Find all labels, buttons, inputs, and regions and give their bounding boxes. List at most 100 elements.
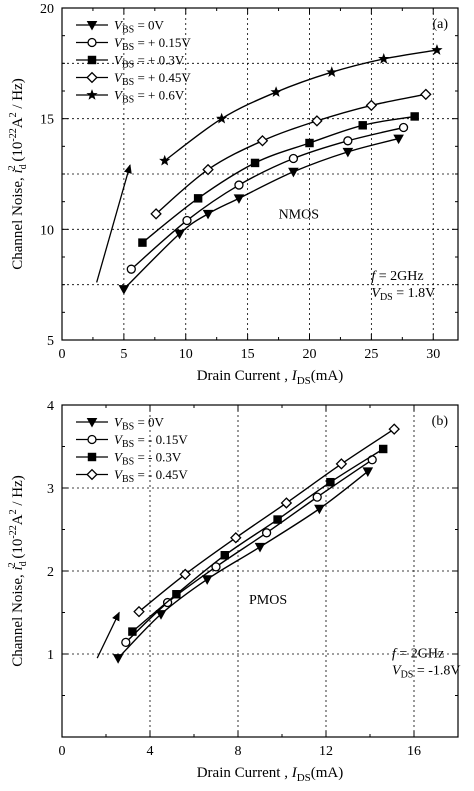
x-tick-label: 20: [303, 347, 317, 362]
marker-diamond: [311, 115, 323, 127]
x-tick-label: 12: [319, 744, 333, 759]
text-span: V: [392, 663, 402, 678]
text-span: V: [114, 88, 124, 103]
marker-square: [138, 238, 147, 247]
marker-triangle: [86, 417, 98, 428]
vds-label: VDS = -1.8V: [392, 663, 461, 680]
marker-star: [326, 66, 338, 77]
text-span: DS: [297, 375, 311, 387]
series-2: [128, 444, 388, 636]
marker-triangle: [393, 134, 404, 145]
marker-square: [305, 138, 314, 148]
marker-triangle: [342, 147, 354, 158]
marker-diamond: [335, 458, 348, 470]
text-span: = + 0.45V: [134, 70, 191, 85]
text-span: / Hz): [10, 475, 26, 509]
marker-square: [378, 444, 388, 454]
panel-label: (b): [432, 414, 449, 429]
marker-diamond: [86, 71, 98, 84]
text-span: d: [18, 164, 29, 169]
y-tick-label: 5: [47, 334, 54, 349]
y-tick-label: 10: [40, 223, 54, 238]
marker-diamond: [365, 99, 378, 112]
marker-square: [326, 477, 335, 487]
marker-diamond: [256, 135, 269, 147]
marker-circle: [87, 37, 97, 48]
marker-circle: [87, 434, 97, 445]
text-span: i: [10, 169, 26, 173]
series-3: [133, 423, 400, 618]
x-axis-label: Drain Current , IDS(mA): [197, 765, 344, 784]
legend-entry-label: VBS = + 0.6V: [114, 88, 185, 106]
marker-star: [159, 154, 171, 166]
text-span: V: [114, 35, 124, 50]
text-span: V: [114, 467, 124, 482]
marker-diamond: [420, 88, 432, 101]
marker-square: [193, 194, 203, 203]
marker-triangle: [112, 654, 124, 664]
marker-square: [87, 55, 97, 65]
legend-entry-label: VBS = - 0.45V: [114, 467, 188, 485]
text-span: = -1.8V: [413, 663, 460, 678]
series-2: [138, 112, 419, 247]
text-span: (10: [10, 539, 26, 563]
text-span: = 2GHz: [375, 269, 423, 284]
marker-diamond: [179, 568, 191, 581]
y-tick-label: 15: [40, 113, 54, 128]
marker-triangle: [288, 167, 299, 178]
legend-entry-label: VBS = 0V: [114, 18, 165, 36]
x-tick-label: 0: [59, 347, 66, 362]
text-span: = - 0.45V: [134, 467, 188, 482]
marker-diamond: [280, 497, 293, 509]
legend-entry-label: VBS = 0V: [114, 415, 165, 433]
legend-entry-label: VBS = + 0.3V: [114, 53, 185, 71]
marker-triangle: [174, 229, 185, 240]
marker-star: [378, 53, 390, 64]
y-tick-label: 3: [47, 482, 54, 497]
marker-square: [172, 590, 181, 599]
text-span: Drain Current ,: [197, 765, 292, 781]
text-span: = + 0.3V: [134, 53, 185, 68]
text-span: BS: [122, 422, 134, 433]
text-span: I: [291, 765, 298, 781]
text-span: I: [291, 368, 298, 384]
marker-circle: [182, 215, 192, 226]
marker-square: [358, 121, 367, 130]
text-span: BS: [122, 95, 134, 106]
text-span: Channel Noise,: [10, 571, 26, 667]
y-tick-label: 20: [40, 2, 54, 17]
text-span: d: [18, 561, 29, 566]
text-span: = 1.8V: [393, 286, 436, 301]
text-span: = - 0.3V: [134, 450, 182, 465]
series-1: [121, 455, 377, 648]
text-span: V: [114, 432, 124, 447]
trend-arrow: [96, 164, 132, 283]
text-span: V: [114, 18, 124, 33]
series-line: [130, 126, 404, 270]
text-span: = + 0.6V: [134, 88, 185, 103]
text-span: (10: [10, 142, 26, 166]
marker-circle: [261, 528, 272, 538]
marker-triangle: [155, 610, 167, 620]
text-span: = 0V: [134, 415, 164, 430]
marker-diamond: [133, 605, 145, 618]
legend-entry-label: VBS = - 0.15V: [114, 432, 188, 450]
marker-triangle: [201, 575, 213, 585]
text-span: V: [114, 53, 124, 68]
x-tick-label: 8: [235, 744, 242, 759]
marker-diamond: [230, 532, 242, 544]
panel-label: (a): [432, 17, 448, 32]
marker-circle: [343, 136, 353, 146]
text-span: Channel Noise,: [10, 174, 26, 270]
legend-entry-label: VBS = + 0.45V: [114, 70, 191, 88]
marker-star: [86, 89, 98, 100]
text-span: 2: [8, 112, 19, 117]
marker-diamond: [150, 208, 162, 220]
text-span: BS: [122, 42, 134, 53]
text-span: DS: [297, 772, 311, 784]
text-span: A: [10, 117, 26, 128]
text-span: V: [114, 70, 124, 85]
marker-square: [128, 627, 137, 636]
